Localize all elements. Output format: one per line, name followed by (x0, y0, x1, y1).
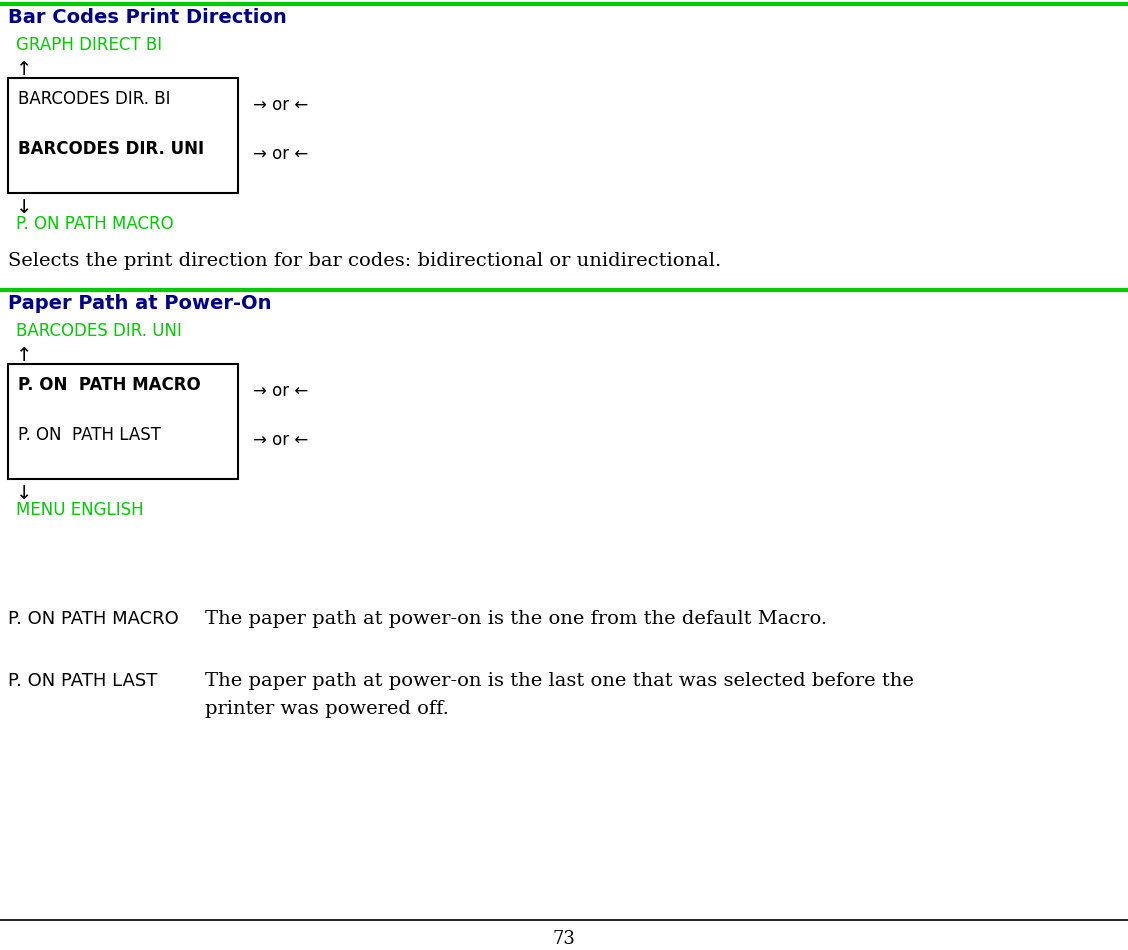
Bar (8, 364, 238, 479)
Text: Selects the print direction for bar codes: bidirectional or unidirectional.: Selects the print direction for bar code… (8, 252, 721, 270)
Text: ↓: ↓ (16, 484, 33, 503)
Text: MENU ENGLISH: MENU ENGLISH (16, 501, 143, 519)
Text: BARCODES DIR. UNI: BARCODES DIR. UNI (16, 322, 182, 340)
Text: Paper Path at Power-On: Paper Path at Power-On (8, 294, 272, 313)
Text: BARCODES DIR. BI: BARCODES DIR. BI (18, 90, 170, 108)
Bar (8, 78, 238, 193)
Text: The paper path at power-on is the last one that was selected before the: The paper path at power-on is the last o… (205, 672, 914, 690)
Text: P. ON PATH LAST: P. ON PATH LAST (8, 672, 158, 690)
Text: → or ←: → or ← (253, 145, 308, 163)
Text: → or ←: → or ← (253, 382, 308, 400)
Text: ↑: ↑ (16, 346, 33, 365)
Text: ↓: ↓ (16, 198, 33, 217)
Text: P. ON PATH MACRO: P. ON PATH MACRO (16, 215, 174, 233)
Text: → or ←: → or ← (253, 96, 308, 114)
Text: The paper path at power-on is the one from the default Macro.: The paper path at power-on is the one fr… (205, 610, 827, 628)
Text: 73: 73 (553, 930, 575, 948)
Text: BARCODES DIR. UNI: BARCODES DIR. UNI (18, 140, 204, 158)
Text: → or ←: → or ← (253, 431, 308, 449)
Text: ↑: ↑ (16, 60, 33, 79)
Text: Bar Codes Print Direction: Bar Codes Print Direction (8, 8, 287, 27)
Text: GRAPH DIRECT BI: GRAPH DIRECT BI (16, 36, 162, 54)
Text: P. ON  PATH LAST: P. ON PATH LAST (18, 426, 161, 444)
Text: printer was powered off.: printer was powered off. (205, 700, 449, 718)
Text: P. ON  PATH MACRO: P. ON PATH MACRO (18, 376, 201, 394)
Text: P. ON PATH MACRO: P. ON PATH MACRO (8, 610, 178, 628)
